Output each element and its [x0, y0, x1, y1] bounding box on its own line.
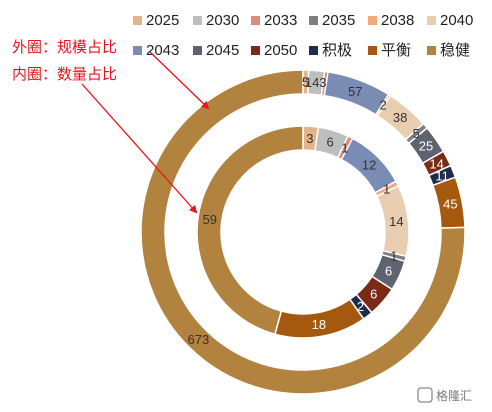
annotation-outer: 外圈：规模占比	[12, 39, 117, 56]
outer-label-2038: 2	[379, 98, 386, 113]
legend-swatch-2035	[309, 16, 318, 25]
inner-label-2043: 12	[362, 158, 376, 173]
inner-label-item-10: 18	[312, 317, 326, 332]
outer-label-item-9: 11	[435, 168, 449, 183]
legend-swatch-2043	[133, 46, 142, 55]
outer-label-2025: 5	[302, 75, 309, 90]
legend-swatch-item-10	[368, 46, 377, 55]
legend-swatch-item-9	[309, 46, 318, 55]
inner-label-2035: 1	[390, 248, 397, 263]
annotation-arrow-outer	[149, 51, 210, 110]
legend-label-2038: 2038	[381, 12, 414, 29]
inner-ring	[196, 125, 410, 339]
legend-label-2035: 2035	[322, 12, 355, 29]
outer-label-2045: 25	[419, 139, 433, 154]
legend-swatch-item-11	[427, 46, 436, 55]
inner-label-2050: 6	[370, 286, 377, 301]
legend-swatch-2033	[251, 16, 260, 25]
legend-swatch-2040	[427, 16, 436, 25]
legend-label-2050: 2050	[264, 42, 297, 59]
legend-label-item-11: 稳健	[440, 42, 470, 59]
legend-label-2033: 2033	[264, 12, 297, 29]
outer-label-2050: 14	[429, 156, 443, 171]
annotation-inner: 内圈：数量占比	[12, 66, 117, 83]
legend-label-item-9: 积极	[322, 42, 352, 59]
legend-swatch-2025	[133, 16, 142, 25]
outer-label-item-11: 673	[188, 332, 210, 347]
annotation-arrow-inner	[81, 83, 198, 214]
legend-swatch-2050	[251, 46, 260, 55]
inner-label-2030: 6	[326, 135, 333, 150]
outer-label-2040: 38	[393, 110, 407, 125]
legend-swatch-2030	[193, 16, 202, 25]
legend-label-2025: 2025	[146, 12, 179, 29]
watermark-text: 格隆汇	[436, 388, 472, 403]
inner-label-2045: 6	[385, 263, 392, 278]
watermark: 格隆汇	[417, 387, 472, 403]
legend-label-item-10: 平衡	[381, 42, 411, 59]
legend-label-2030: 2030	[206, 12, 239, 29]
watermark-logo-icon	[417, 387, 433, 403]
outer-label-item-10: 45	[443, 197, 457, 212]
legend: 2025 2030 2033 2035 2038 2040 2043 2045 2050 积极 平衡…	[133, 12, 473, 59]
outer-ring	[140, 69, 466, 395]
outer-label-2043: 57	[348, 84, 362, 99]
annotation-group: 外圈：规模占比 内圈：数量占比	[12, 39, 210, 214]
outer-label-2030: 143	[305, 75, 327, 90]
inner-label-item-11: 59	[203, 212, 217, 227]
legend-label-2043: 2043	[146, 42, 179, 59]
inner-label-2025: 3	[306, 131, 313, 146]
outer-slice-item-11	[140, 69, 466, 395]
inner-label-item-9: 2	[357, 299, 364, 314]
outer-label-2035: 5	[413, 126, 420, 141]
inner-label-2038: 1	[383, 182, 390, 197]
legend-label-2040: 2040	[440, 12, 473, 29]
inner-slice-item-11	[196, 125, 304, 336]
inner-label-2033: 1	[341, 140, 348, 155]
inner-label-2040: 14	[389, 214, 403, 229]
legend-label-2045: 2045	[206, 42, 239, 59]
legend-swatch-2038	[368, 16, 377, 25]
legend-swatch-2045	[193, 46, 202, 55]
